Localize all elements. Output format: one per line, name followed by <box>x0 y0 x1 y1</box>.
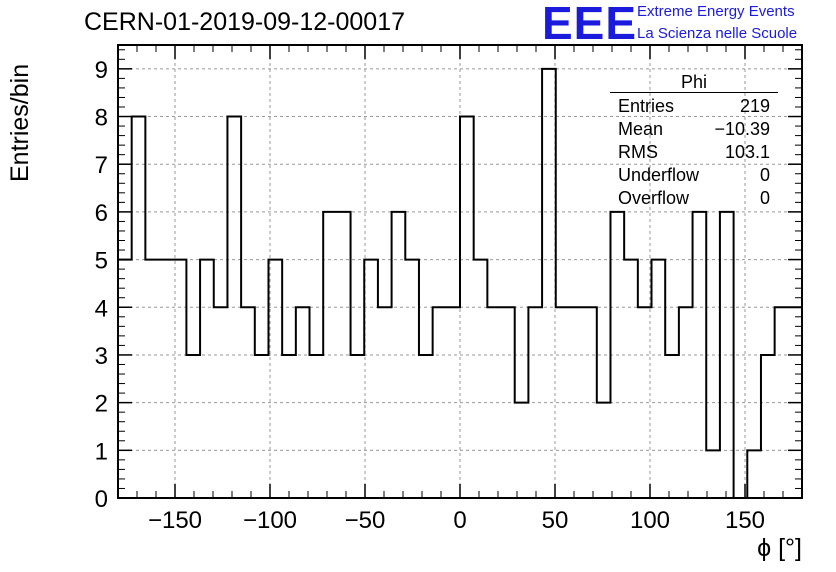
histogram-bin <box>268 260 282 498</box>
stats-row-entries: Entries 219 <box>610 95 778 118</box>
y-tick-label: 8 <box>95 105 108 132</box>
stats-label: Mean <box>618 119 664 139</box>
histogram-bin <box>706 450 720 498</box>
stats-value: 0 <box>759 165 770 185</box>
stats-value: 219 <box>739 96 770 116</box>
stats-label: RMS <box>618 142 658 162</box>
histogram-bin <box>419 355 433 498</box>
x-tick-label: −150 <box>148 507 202 534</box>
histogram-bin <box>159 260 173 498</box>
statistics-box: Phi Entries 219 Mean −10.39 RMS 103.1 Un… <box>610 72 778 210</box>
stats-label: Overflow <box>618 188 690 208</box>
stats-value: 103.1 <box>724 142 770 162</box>
y-tick-label: 5 <box>95 248 108 275</box>
histogram-bin <box>173 260 187 498</box>
stats-row-mean: Mean −10.39 <box>610 118 778 141</box>
histogram-bin <box>282 355 296 498</box>
histogram-bin <box>186 355 200 498</box>
histogram-bin <box>501 307 515 498</box>
y-tick-label: 0 <box>95 486 108 513</box>
eee-tagline-1: Extreme Energy Events <box>637 3 795 20</box>
y-tick-label: 3 <box>95 343 108 370</box>
histogram-bin <box>515 403 529 498</box>
y-tick-label: 6 <box>95 200 108 227</box>
histogram-bin <box>364 260 378 498</box>
histogram-bin <box>542 69 556 498</box>
x-tick-label: 100 <box>630 507 670 534</box>
x-tick-label: −100 <box>243 507 297 534</box>
chart-title: CERN-01-2019-09-12-00017 <box>84 8 406 36</box>
histogram-bin <box>474 260 488 498</box>
histogram-bin <box>761 355 775 498</box>
histogram-bin <box>528 307 542 498</box>
histogram-bin <box>296 307 310 498</box>
y-tick-label: 1 <box>95 438 108 465</box>
x-tick-label: 0 <box>453 507 466 534</box>
histogram-bin <box>310 355 324 498</box>
x-tick-label: 150 <box>725 507 765 534</box>
histogram-bin <box>392 212 406 498</box>
histogram-bin <box>214 307 228 498</box>
histogram-bars <box>117 67 803 499</box>
stats-label: Underflow <box>618 165 700 185</box>
stats-histogram-name: Phi <box>680 72 707 92</box>
x-tick-label: 50 <box>542 507 569 534</box>
x-axis-label: ϕ [°] <box>757 534 802 562</box>
x-tick-label: −50 <box>345 507 386 534</box>
histogram-bin <box>337 212 351 498</box>
y-tick-label: 4 <box>95 295 108 322</box>
histogram-bin <box>693 212 707 498</box>
axis-ticks: −150 −100 −50 0 50 100 150 0 1 2 3 4 5 6 7 8 9 <box>95 45 803 534</box>
histogram-bin <box>652 260 666 498</box>
y-tick-label: 9 <box>95 57 108 84</box>
histogram-bin <box>200 260 214 498</box>
stats-row-rms: RMS 103.1 <box>610 141 778 164</box>
histogram-bin <box>747 450 761 498</box>
histogram-bin <box>583 307 597 498</box>
histogram-bin <box>569 307 583 498</box>
histogram-bin <box>597 403 611 498</box>
histogram-bin <box>378 307 392 498</box>
histogram-bin <box>610 212 624 498</box>
stats-label: Entries <box>618 96 675 116</box>
histogram-bin <box>241 307 255 498</box>
eee-logo: EEE <box>542 0 638 49</box>
histogram-bin <box>638 307 652 498</box>
histogram-bin <box>118 260 132 498</box>
stats-divider <box>610 92 778 93</box>
stats-value: 0 <box>759 188 770 208</box>
histogram-bin <box>460 117 474 498</box>
histogram-bin <box>323 212 337 498</box>
stats-row-overflow: Overflow 0 <box>610 187 778 210</box>
histogram-bin <box>487 307 501 498</box>
histogram-bin <box>405 260 419 498</box>
y-tick-label: 7 <box>95 152 108 179</box>
histogram-bin <box>351 355 365 498</box>
eee-tagline-2: La Scienza nelle Scuole <box>637 25 798 42</box>
stats-value: −10.39 <box>714 119 770 139</box>
histogram-bin <box>132 117 146 498</box>
histogram-bin <box>665 355 679 498</box>
histogram-bin <box>255 355 269 498</box>
histogram-bin <box>775 307 789 498</box>
stats-row-underflow: Underflow 0 <box>610 164 778 187</box>
histogram-bin <box>227 117 241 498</box>
histogram-bin <box>679 307 693 498</box>
histogram-bin <box>145 260 159 498</box>
histogram-bin <box>624 260 638 498</box>
histogram-bin <box>720 212 734 498</box>
histogram-bin <box>446 307 460 498</box>
y-axis-label: Entries/bin <box>6 63 34 182</box>
y-tick-label: 2 <box>95 391 108 418</box>
histogram-outline <box>117 67 803 499</box>
histogram-bin <box>433 307 447 498</box>
histogram-bin <box>556 307 570 498</box>
